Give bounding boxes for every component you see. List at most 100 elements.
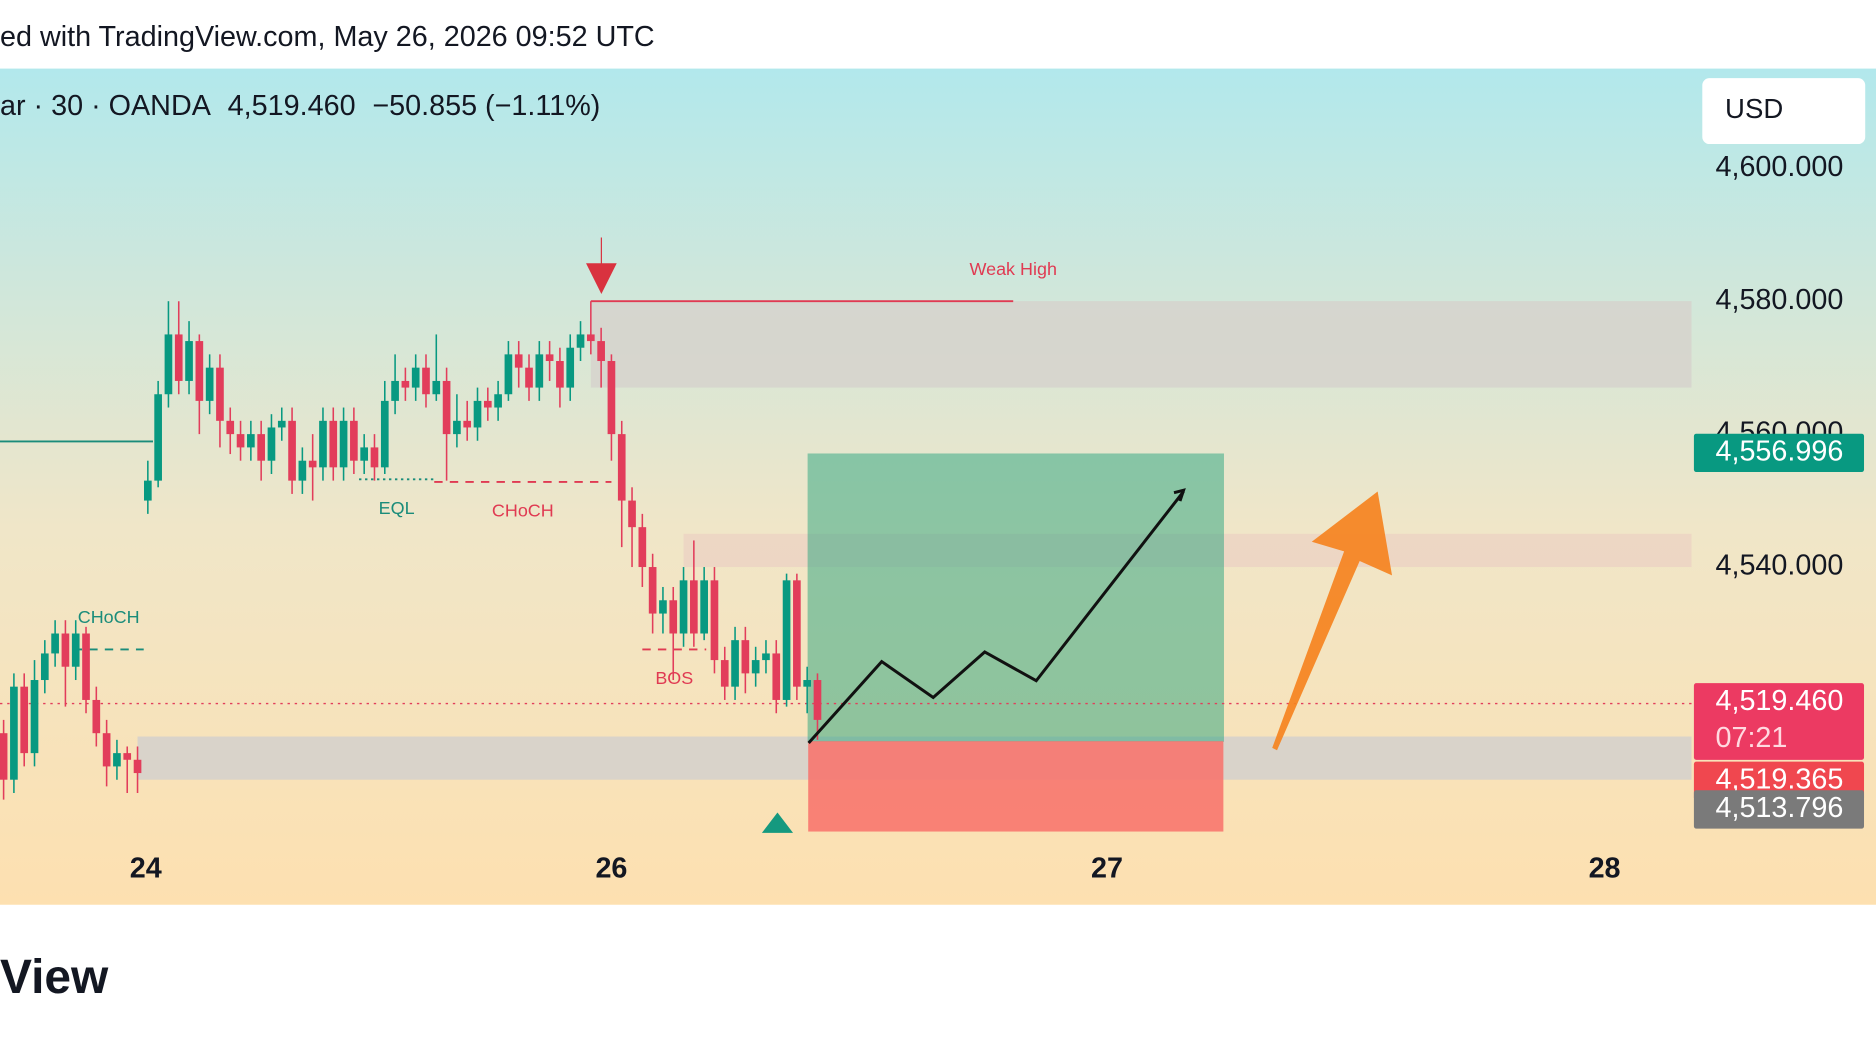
- candle: [597, 327, 605, 388]
- candle: [113, 739, 121, 780]
- candle: [288, 407, 296, 494]
- candle-body: [535, 354, 544, 388]
- candle: [442, 367, 451, 481]
- price-badge: [1693, 683, 1865, 760]
- candle-body: [782, 580, 791, 700]
- candle: [82, 626, 90, 714]
- candle-body: [659, 600, 667, 614]
- candle-body: [92, 699, 101, 734]
- candle-body: [30, 680, 39, 754]
- candle-body: [123, 753, 132, 760]
- candle-body: [113, 753, 121, 767]
- candle-body: [174, 334, 183, 381]
- candle: [102, 719, 111, 787]
- candle-body: [20, 686, 29, 754]
- candle: [329, 407, 338, 481]
- level-label: BOS: [655, 668, 693, 688]
- candle-body: [638, 527, 647, 568]
- candle: [339, 407, 348, 481]
- candle: [700, 567, 708, 641]
- candle-body: [247, 434, 255, 448]
- candle-body: [566, 347, 575, 388]
- x-tick-label: 28: [1589, 853, 1621, 885]
- candle: [422, 354, 430, 408]
- price-badge-label: 4,513.796: [1715, 792, 1843, 824]
- candle-body: [700, 580, 708, 634]
- candle: [741, 626, 750, 694]
- candle: [690, 540, 698, 647]
- candle-body: [597, 341, 605, 362]
- candle-body: [144, 480, 152, 501]
- currency-box[interactable]: [1702, 78, 1866, 145]
- candle-body: [257, 434, 265, 461]
- up-triangle: [761, 812, 794, 833]
- candle: [236, 420, 245, 461]
- candle: [535, 341, 544, 401]
- candle: [556, 347, 564, 408]
- candle-body: [350, 420, 358, 461]
- candle-body: [648, 567, 657, 614]
- candle-body: [762, 653, 770, 661]
- candle: [185, 321, 193, 395]
- candle-body: [205, 367, 214, 401]
- candle-body: [813, 680, 822, 720]
- stop-zone: [808, 741, 1224, 832]
- price-badge-label: 4,556.996: [1715, 435, 1843, 467]
- candle-body: [483, 400, 492, 408]
- candle: [308, 434, 317, 501]
- candle: [144, 460, 152, 514]
- candle-body: [586, 334, 595, 342]
- price-badges: 4,556.996 4,519.460 07:21 4,519.3654,513.79…: [1693, 433, 1865, 829]
- candle-body: [277, 420, 286, 428]
- candle: [10, 673, 18, 794]
- symbol-legend: ar · 30 · OANDA 4,519.460 −50.855 (−1.11%): [0, 90, 600, 122]
- x-tick-label: 24: [130, 853, 162, 885]
- candle: [782, 573, 791, 707]
- price-badge-countdown: 07:21: [1715, 722, 1787, 754]
- candle: [453, 394, 461, 448]
- price-badge: [1693, 433, 1865, 473]
- level-label: EQL: [379, 498, 415, 518]
- candle-body: [61, 633, 70, 667]
- candle-body: [772, 653, 781, 700]
- candle: [154, 380, 162, 488]
- candle-body: [226, 420, 235, 435]
- candle: [720, 646, 729, 700]
- candle: [545, 341, 554, 381]
- candle: [473, 387, 482, 441]
- zone: [590, 301, 1692, 388]
- candle-body: [319, 420, 327, 468]
- candle: [638, 513, 647, 587]
- candle: [679, 567, 688, 647]
- candle-body: [411, 367, 420, 388]
- candle: [772, 640, 781, 714]
- candle: [164, 301, 173, 408]
- candle-body: [473, 400, 482, 428]
- candle: [267, 414, 276, 474]
- candle-body: [576, 334, 585, 348]
- candle-body: [741, 640, 750, 674]
- candle-body: [267, 427, 276, 461]
- candle: [40, 640, 49, 694]
- candle-body: [463, 420, 472, 428]
- candle-body: [494, 394, 502, 408]
- candle: [401, 367, 410, 401]
- currency[interactable]: USD: [1725, 93, 1783, 124]
- candle: [576, 321, 585, 362]
- candle-body: [185, 341, 193, 381]
- candle-body: [628, 500, 636, 528]
- candle-body: [669, 600, 678, 634]
- candle-body: [288, 420, 296, 481]
- footer-logo: View: [0, 951, 109, 1004]
- candle: [61, 620, 70, 707]
- candle-body: [195, 341, 204, 401]
- candle: [525, 354, 533, 401]
- candle-body: [720, 660, 729, 687]
- candle-body: [607, 361, 616, 435]
- candle: [92, 686, 101, 747]
- level-label: CHoCH: [492, 501, 554, 521]
- candle: [648, 553, 657, 634]
- candle-body: [422, 367, 430, 395]
- price-badge-label: 4,519.460: [1715, 685, 1843, 717]
